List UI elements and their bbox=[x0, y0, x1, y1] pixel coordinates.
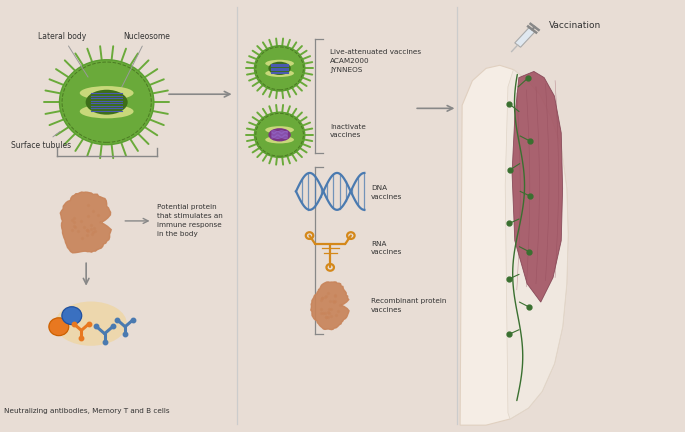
Ellipse shape bbox=[265, 70, 294, 77]
Polygon shape bbox=[60, 192, 111, 253]
Circle shape bbox=[254, 112, 305, 157]
Polygon shape bbox=[460, 65, 568, 425]
Ellipse shape bbox=[265, 126, 294, 133]
Polygon shape bbox=[515, 27, 535, 47]
Ellipse shape bbox=[79, 86, 134, 100]
Text: Recombinant protein
vaccines: Recombinant protein vaccines bbox=[371, 298, 447, 313]
Circle shape bbox=[62, 307, 82, 324]
Text: Nucleosome: Nucleosome bbox=[121, 32, 171, 87]
Polygon shape bbox=[311, 282, 349, 330]
Text: Inactivate
vaccines: Inactivate vaccines bbox=[330, 124, 366, 139]
Ellipse shape bbox=[269, 62, 291, 75]
Circle shape bbox=[49, 318, 68, 336]
Ellipse shape bbox=[265, 136, 294, 143]
Text: Live-attenuated vaccines
ACAM2000
JYNNEOS: Live-attenuated vaccines ACAM2000 JYNNEO… bbox=[330, 49, 421, 73]
Text: Neutralizing antibodies, Memory T and B cells: Neutralizing antibodies, Memory T and B … bbox=[4, 408, 170, 414]
Polygon shape bbox=[512, 71, 562, 302]
Text: Vaccination: Vaccination bbox=[549, 21, 601, 30]
Polygon shape bbox=[506, 70, 568, 419]
Text: Lateral body: Lateral body bbox=[38, 32, 88, 77]
Ellipse shape bbox=[55, 302, 127, 346]
Ellipse shape bbox=[265, 60, 294, 67]
Text: RNA
vaccines: RNA vaccines bbox=[371, 241, 403, 255]
Text: DNA
vaccines: DNA vaccines bbox=[371, 185, 403, 200]
Text: Surface tubules: Surface tubules bbox=[11, 132, 71, 150]
Circle shape bbox=[254, 46, 305, 91]
Ellipse shape bbox=[79, 105, 134, 118]
Text: Potential protein
that stimulates an
immune response
in the body: Potential protein that stimulates an imm… bbox=[157, 204, 223, 237]
Ellipse shape bbox=[269, 128, 291, 141]
Circle shape bbox=[60, 60, 154, 145]
Ellipse shape bbox=[86, 90, 127, 114]
